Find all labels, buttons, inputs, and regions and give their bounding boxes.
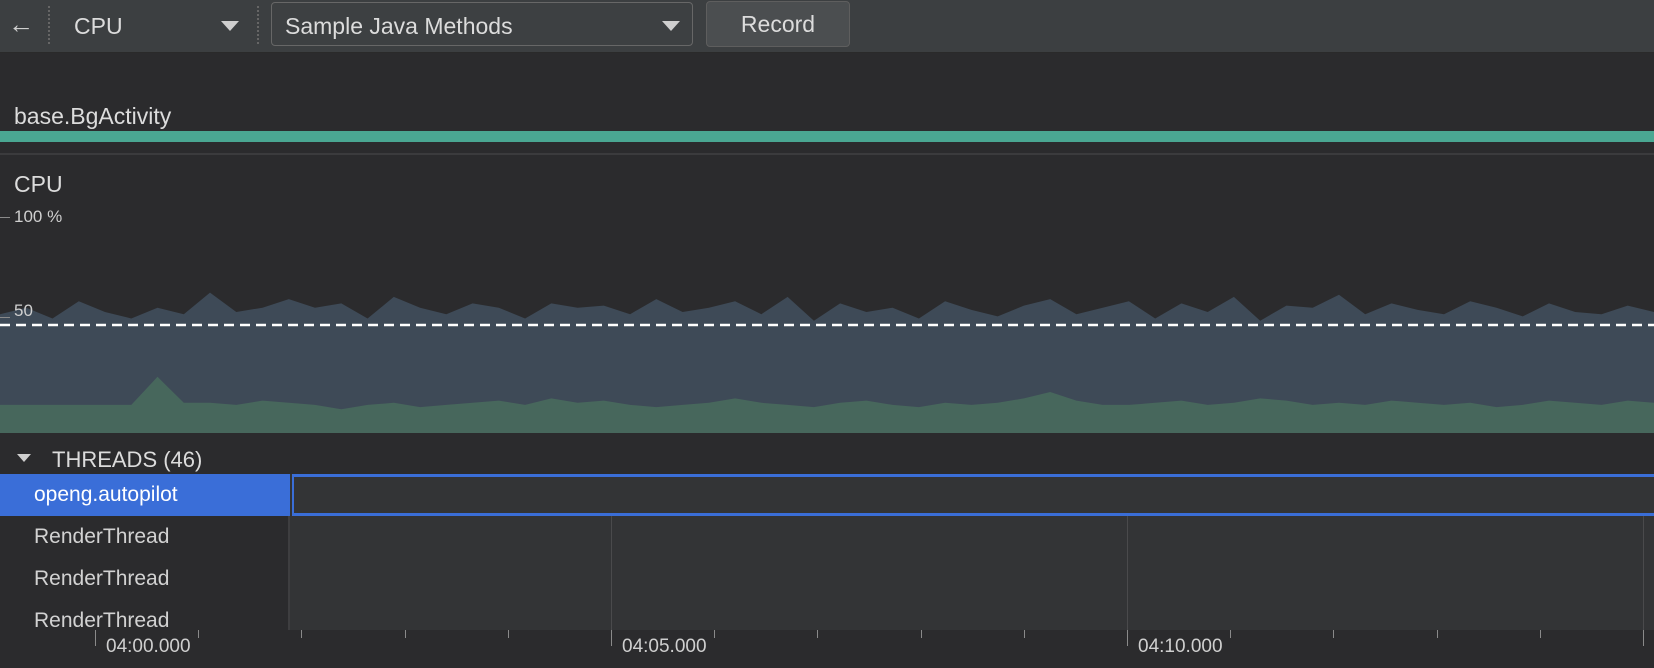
- back-arrow-icon[interactable]: ←: [8, 9, 34, 39]
- monitor-select-value: CPU: [74, 13, 123, 39]
- thread-list: openg.autopilot RenderThread RenderThrea…: [0, 474, 290, 630]
- timeline-major-tick: [611, 630, 612, 646]
- timeline-minor-tick: [198, 630, 199, 638]
- thread-name: RenderThread: [34, 567, 170, 590]
- thread-name: openg.autopilot: [34, 483, 178, 506]
- recording-config-select[interactable]: Sample Java Methods: [271, 2, 693, 46]
- threads-toggle[interactable]: THREADS (46): [0, 442, 1654, 474]
- timeline-minor-tick: [405, 630, 406, 638]
- thread-row[interactable]: RenderThread: [0, 516, 290, 558]
- timeline-minor-tick: [1437, 630, 1438, 638]
- toolbar-separator: [48, 6, 50, 44]
- timeline-gridline: [1127, 474, 1128, 630]
- timeline-label: 04:10.000: [1138, 636, 1223, 657]
- selected-thread-track[interactable]: [292, 474, 1654, 516]
- monitor-select[interactable]: CPU: [60, 3, 250, 45]
- thread-row[interactable]: RenderThread: [0, 558, 290, 600]
- y-axis-label-mid: 50: [14, 301, 33, 320]
- toolbar-separator: [257, 6, 259, 44]
- timeline-minor-tick: [817, 630, 818, 638]
- cpu-app-usage-area: [0, 292, 1654, 433]
- timeline-minor-tick: [1540, 630, 1541, 638]
- chevron-down-icon: [221, 21, 239, 31]
- activity-lane: base.BgActivity: [0, 54, 1654, 154]
- cpu-other-usage-area: [0, 376, 1654, 433]
- thread-name: RenderThread: [34, 609, 170, 630]
- cpu-usage-chart[interactable]: CPU 100 % 50: [0, 155, 1654, 437]
- timeline-minor-tick: [301, 630, 302, 638]
- timeline-minor-tick: [508, 630, 509, 638]
- timeline-label: 04:00.000: [106, 636, 191, 657]
- timeline-axis[interactable]: 04:00.000 04:05.000 04:10.000: [0, 630, 1654, 668]
- profiler-toolbar: ← CPU Sample Java Methods Record: [0, 0, 1654, 53]
- triangle-down-icon: [17, 454, 31, 462]
- timeline-minor-tick: [921, 630, 922, 638]
- timeline-minor-tick: [1024, 630, 1025, 638]
- timeline-major-tick: [1127, 630, 1128, 646]
- thread-row[interactable]: openg.autopilot: [0, 474, 290, 516]
- timeline-gridline: [1643, 474, 1644, 630]
- recording-config-value: Sample Java Methods: [285, 13, 513, 39]
- thread-row[interactable]: RenderThread: [0, 600, 290, 630]
- timeline-label: 04:05.000: [622, 636, 707, 657]
- timeline-major-tick: [1643, 630, 1644, 646]
- y-axis-tick: [0, 217, 10, 218]
- timeline-gridline: [611, 474, 612, 630]
- y-axis-label-top: 100 %: [14, 207, 63, 226]
- lane-divider: [0, 153, 1654, 155]
- y-axis-tick: [0, 317, 10, 318]
- timeline-minor-tick: [1333, 630, 1334, 638]
- cpu-chart-title: CPU: [14, 171, 63, 197]
- activity-bar[interactable]: [0, 131, 1654, 142]
- timeline-minor-tick: [714, 630, 715, 638]
- cpu-usage-plot: [0, 292, 1654, 433]
- timeline-major-tick: [95, 630, 96, 646]
- timeline-minor-tick: [1230, 630, 1231, 638]
- threads-header-label: THREADS (46): [52, 447, 203, 472]
- thread-name: RenderThread: [34, 525, 170, 548]
- threads-panel: openg.autopilot RenderThread RenderThrea…: [0, 474, 1654, 630]
- activity-label: base.BgActivity: [14, 103, 172, 129]
- chevron-down-icon: [662, 21, 680, 31]
- record-button[interactable]: Record: [706, 1, 850, 47]
